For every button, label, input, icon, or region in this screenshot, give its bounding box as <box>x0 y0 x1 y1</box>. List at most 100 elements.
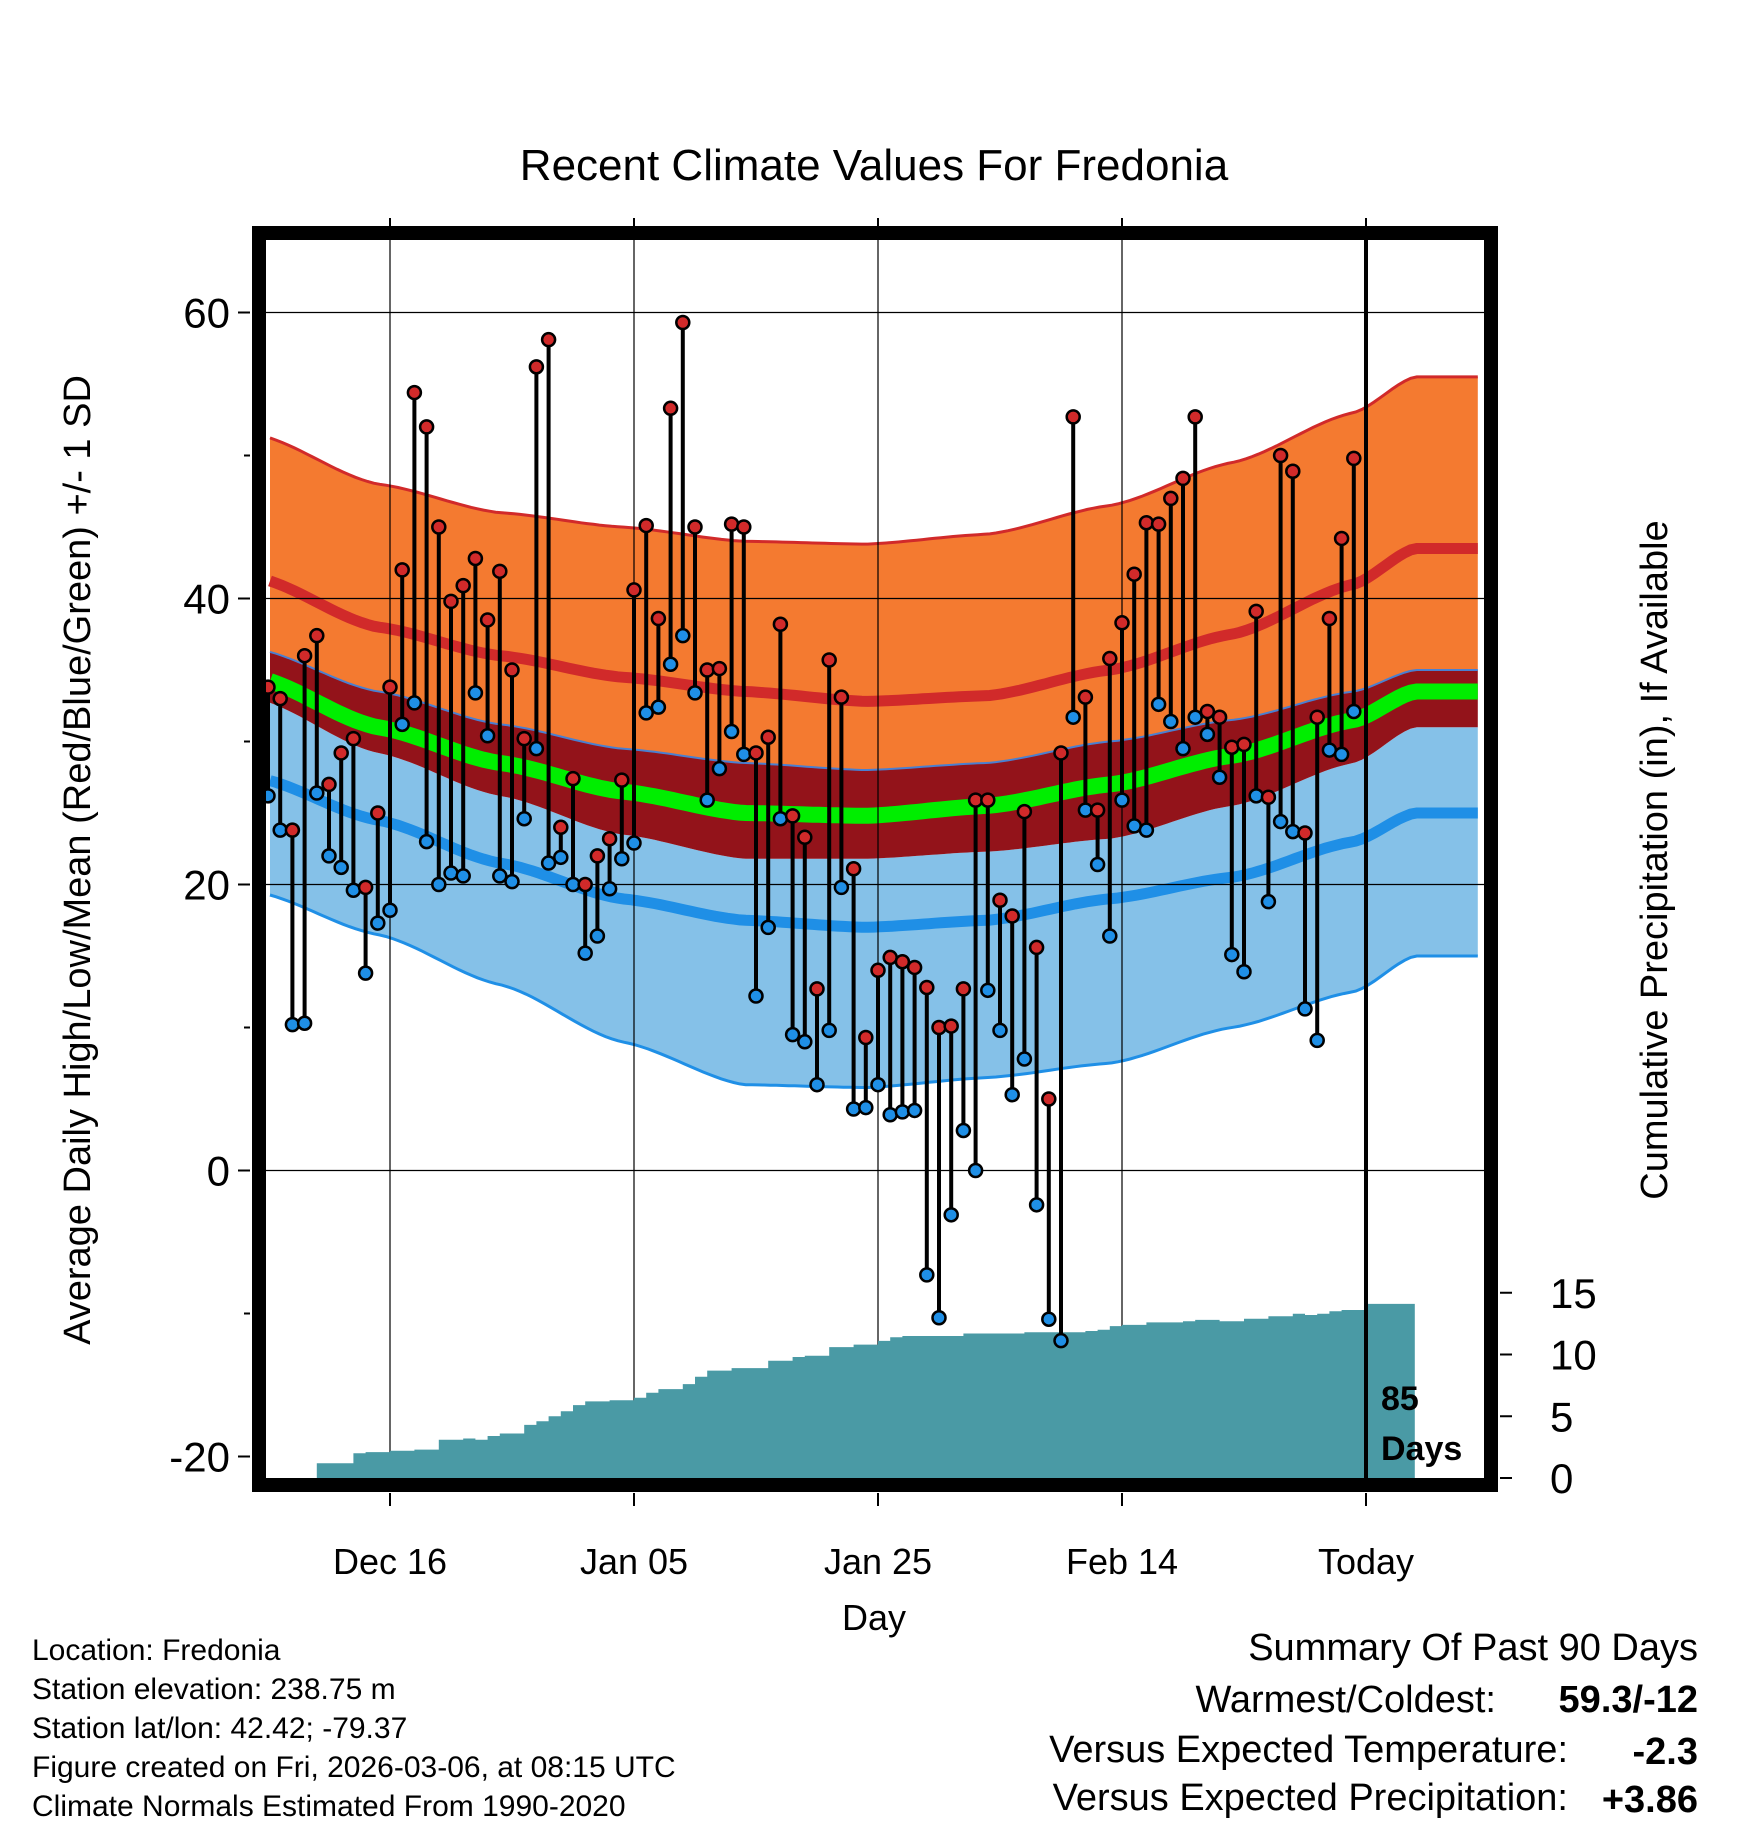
low-point <box>1028 1197 1045 1213</box>
high-point <box>1248 603 1264 620</box>
precip-vs-expected-label: Versus Expected Precipitation: <box>1053 1777 1568 1819</box>
low-point <box>406 695 423 711</box>
low-point <box>1102 928 1118 944</box>
low-point <box>1065 709 1081 725</box>
low-point <box>1089 856 1106 873</box>
high-point <box>333 745 349 761</box>
low-point <box>553 849 569 866</box>
mean-line <box>267 673 1478 824</box>
low-point <box>1248 788 1264 804</box>
high-point <box>1004 908 1020 924</box>
high-point <box>723 516 740 532</box>
high-point <box>1163 490 1179 507</box>
precip-area <box>292 1303 1415 1478</box>
low-point <box>601 881 618 897</box>
high-point <box>1150 516 1167 532</box>
low-point <box>858 1099 874 1116</box>
low-point <box>540 855 557 871</box>
low-point <box>1236 963 1252 980</box>
y2-tick-label: 5 <box>1550 1393 1573 1440</box>
high-point <box>284 822 301 838</box>
high-point <box>1224 739 1240 755</box>
low-point <box>833 879 850 896</box>
high-minus-sd-line <box>269 650 1478 771</box>
high-point <box>1053 745 1069 761</box>
high-point <box>858 1029 874 1046</box>
plot-frame <box>252 226 1498 1492</box>
low-point <box>370 915 386 931</box>
high-point <box>833 689 850 705</box>
today-days-count: 85 <box>1381 1380 1419 1418</box>
low-point <box>1199 726 1216 743</box>
low-point <box>589 928 606 944</box>
low-point <box>1150 696 1167 713</box>
high-point <box>650 610 667 627</box>
plot-clip-group <box>266 240 1484 1478</box>
high-point <box>479 612 496 628</box>
low-point <box>266 788 276 804</box>
low-point <box>736 746 752 763</box>
summary-panel: Summary Of Past 90 Days Warmest/Coldest:… <box>1049 1627 1698 1821</box>
low-point <box>1016 1051 1033 1067</box>
high-point <box>516 730 532 747</box>
high-point <box>711 660 728 677</box>
high-point <box>687 519 703 535</box>
low-point <box>1346 703 1362 720</box>
high-point <box>1016 803 1033 820</box>
low-point <box>650 699 667 715</box>
low-point <box>967 1162 984 1179</box>
low-point <box>382 902 398 918</box>
high-point <box>1175 470 1191 487</box>
high-point <box>1187 409 1203 425</box>
station-info: Location: Fredonia Station elevation: 23… <box>32 1634 676 1823</box>
low-point <box>894 1104 911 1120</box>
low-point <box>455 868 471 884</box>
high-point <box>504 662 520 678</box>
low-point <box>711 760 728 777</box>
high-point <box>492 563 508 580</box>
high-point <box>565 770 581 787</box>
high-point <box>601 830 618 847</box>
low-point <box>821 1022 837 1039</box>
high-point <box>1199 703 1216 720</box>
high-point <box>772 616 789 632</box>
low-sd-band <box>270 702 1478 1088</box>
low-point <box>528 740 545 757</box>
high-point <box>1346 450 1362 467</box>
high-point <box>906 959 923 976</box>
low-point <box>1004 1086 1020 1103</box>
high-point <box>992 892 1008 908</box>
high-point <box>321 776 337 793</box>
low-point <box>296 1015 313 1031</box>
low-point <box>845 1101 862 1117</box>
high-point <box>797 829 813 846</box>
high-point <box>662 400 679 417</box>
elevation-text: Station elevation: 238.75 m <box>32 1673 396 1706</box>
high-point <box>821 652 837 668</box>
normals-text: Climate Normals Estimated From 1990-2020 <box>32 1790 626 1823</box>
latlon-text: Station lat/lon: 42.42; -79.37 <box>32 1712 407 1745</box>
high-point <box>1272 447 1289 464</box>
high-point <box>540 331 557 348</box>
low-point <box>614 851 630 867</box>
high-point <box>760 729 776 745</box>
low-point <box>1187 709 1203 725</box>
created-text: Figure created on Fri, 2026-03-06, at 08… <box>32 1751 676 1784</box>
high-point <box>1285 463 1301 479</box>
low-point <box>760 919 776 936</box>
high-point <box>272 690 288 707</box>
x-tick-label: Jan 25 <box>824 1541 932 1582</box>
location-text: Location: Fredonia <box>32 1634 281 1667</box>
high-point <box>1028 939 1045 956</box>
low-point <box>1041 1311 1057 1327</box>
high-point <box>309 627 325 644</box>
low-point <box>1053 1332 1069 1349</box>
low-point <box>943 1207 959 1223</box>
high-point <box>345 730 362 747</box>
x-tick-label: Feb 14 <box>1066 1541 1178 1582</box>
high-point <box>1065 409 1081 425</box>
summary-heading: Summary Of Past 90 Days <box>1248 1627 1698 1669</box>
low-point <box>1175 740 1191 757</box>
low-point <box>931 1310 947 1326</box>
high-point <box>296 647 313 664</box>
